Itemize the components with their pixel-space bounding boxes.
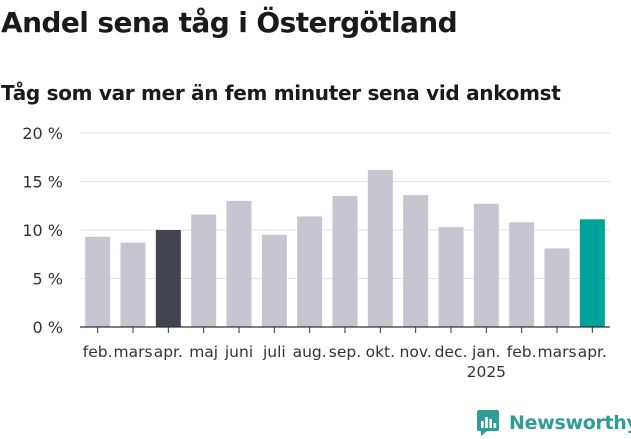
bar-4 <box>226 200 252 327</box>
bar-12 <box>509 222 535 327</box>
x-tick-label-13: mars <box>537 343 576 361</box>
bar-1 <box>120 242 146 327</box>
x-tick-label-4: juni <box>224 343 253 361</box>
newsworthy-logo-icon <box>477 410 499 436</box>
bar-10 <box>438 227 464 327</box>
bar-6 <box>297 216 323 327</box>
bar-0 <box>85 236 111 327</box>
x-year-label: 2025 <box>467 363 506 381</box>
x-tick-label-6: aug. <box>293 343 327 361</box>
x-tick-label-1: mars <box>113 343 152 361</box>
x-axis-tick-labels: feb. mars apr. maj juni juli aug. sep. okt. nov. d… <box>83 343 607 381</box>
chart-subtitle: Tåg som var mer än fem minuter sena vid … <box>1 81 561 105</box>
x-tick-label-8: okt. <box>366 343 395 361</box>
x-tick-label-12: feb. <box>507 343 537 361</box>
bar-5 <box>261 234 287 327</box>
y-tick-label-1: 5 % <box>33 270 63 289</box>
bar-9 <box>403 195 429 327</box>
chart-title: Andel sena tåg i Östergötland <box>1 6 458 39</box>
x-tick-label-2: apr. <box>154 343 183 361</box>
bar-11 <box>473 203 499 327</box>
bar-3 <box>191 214 217 327</box>
bar-8 <box>367 169 393 327</box>
bars <box>85 169 605 327</box>
x-axis-ticks <box>97 327 593 333</box>
x-tick-label-9: nov. <box>400 343 432 361</box>
y-axis-tick-labels: 0 % 5 % 10 % 15 % 20 % <box>22 124 63 337</box>
x-tick-label-3: maj <box>189 343 218 361</box>
newsworthy-logo: Newsworthy <box>476 408 631 438</box>
bar-13 <box>544 248 570 327</box>
bar-7 <box>332 196 358 327</box>
x-tick-label-7: sep. <box>329 343 361 361</box>
x-tick-label-14: apr. <box>578 343 607 361</box>
y-tick-label-2: 10 % <box>22 221 63 240</box>
bar-2 <box>155 230 181 327</box>
x-tick-label-10: dec. <box>435 343 468 361</box>
bar-14 <box>579 219 605 327</box>
bar-chart: 0 %5 %10 %15 %20 % feb. mars apr. maj juni ju… <box>22 124 610 381</box>
brand-name: Newsworthy <box>509 412 631 434</box>
x-tick-label-11: jan. <box>471 343 501 361</box>
x-tick-label-0: feb. <box>83 343 113 361</box>
y-tick-label-3: 15 % <box>22 173 63 192</box>
y-tick-label-4: 20 % <box>22 124 63 143</box>
y-tick-label-0: 0 % <box>33 318 63 337</box>
x-tick-label-5: juli <box>262 343 286 361</box>
